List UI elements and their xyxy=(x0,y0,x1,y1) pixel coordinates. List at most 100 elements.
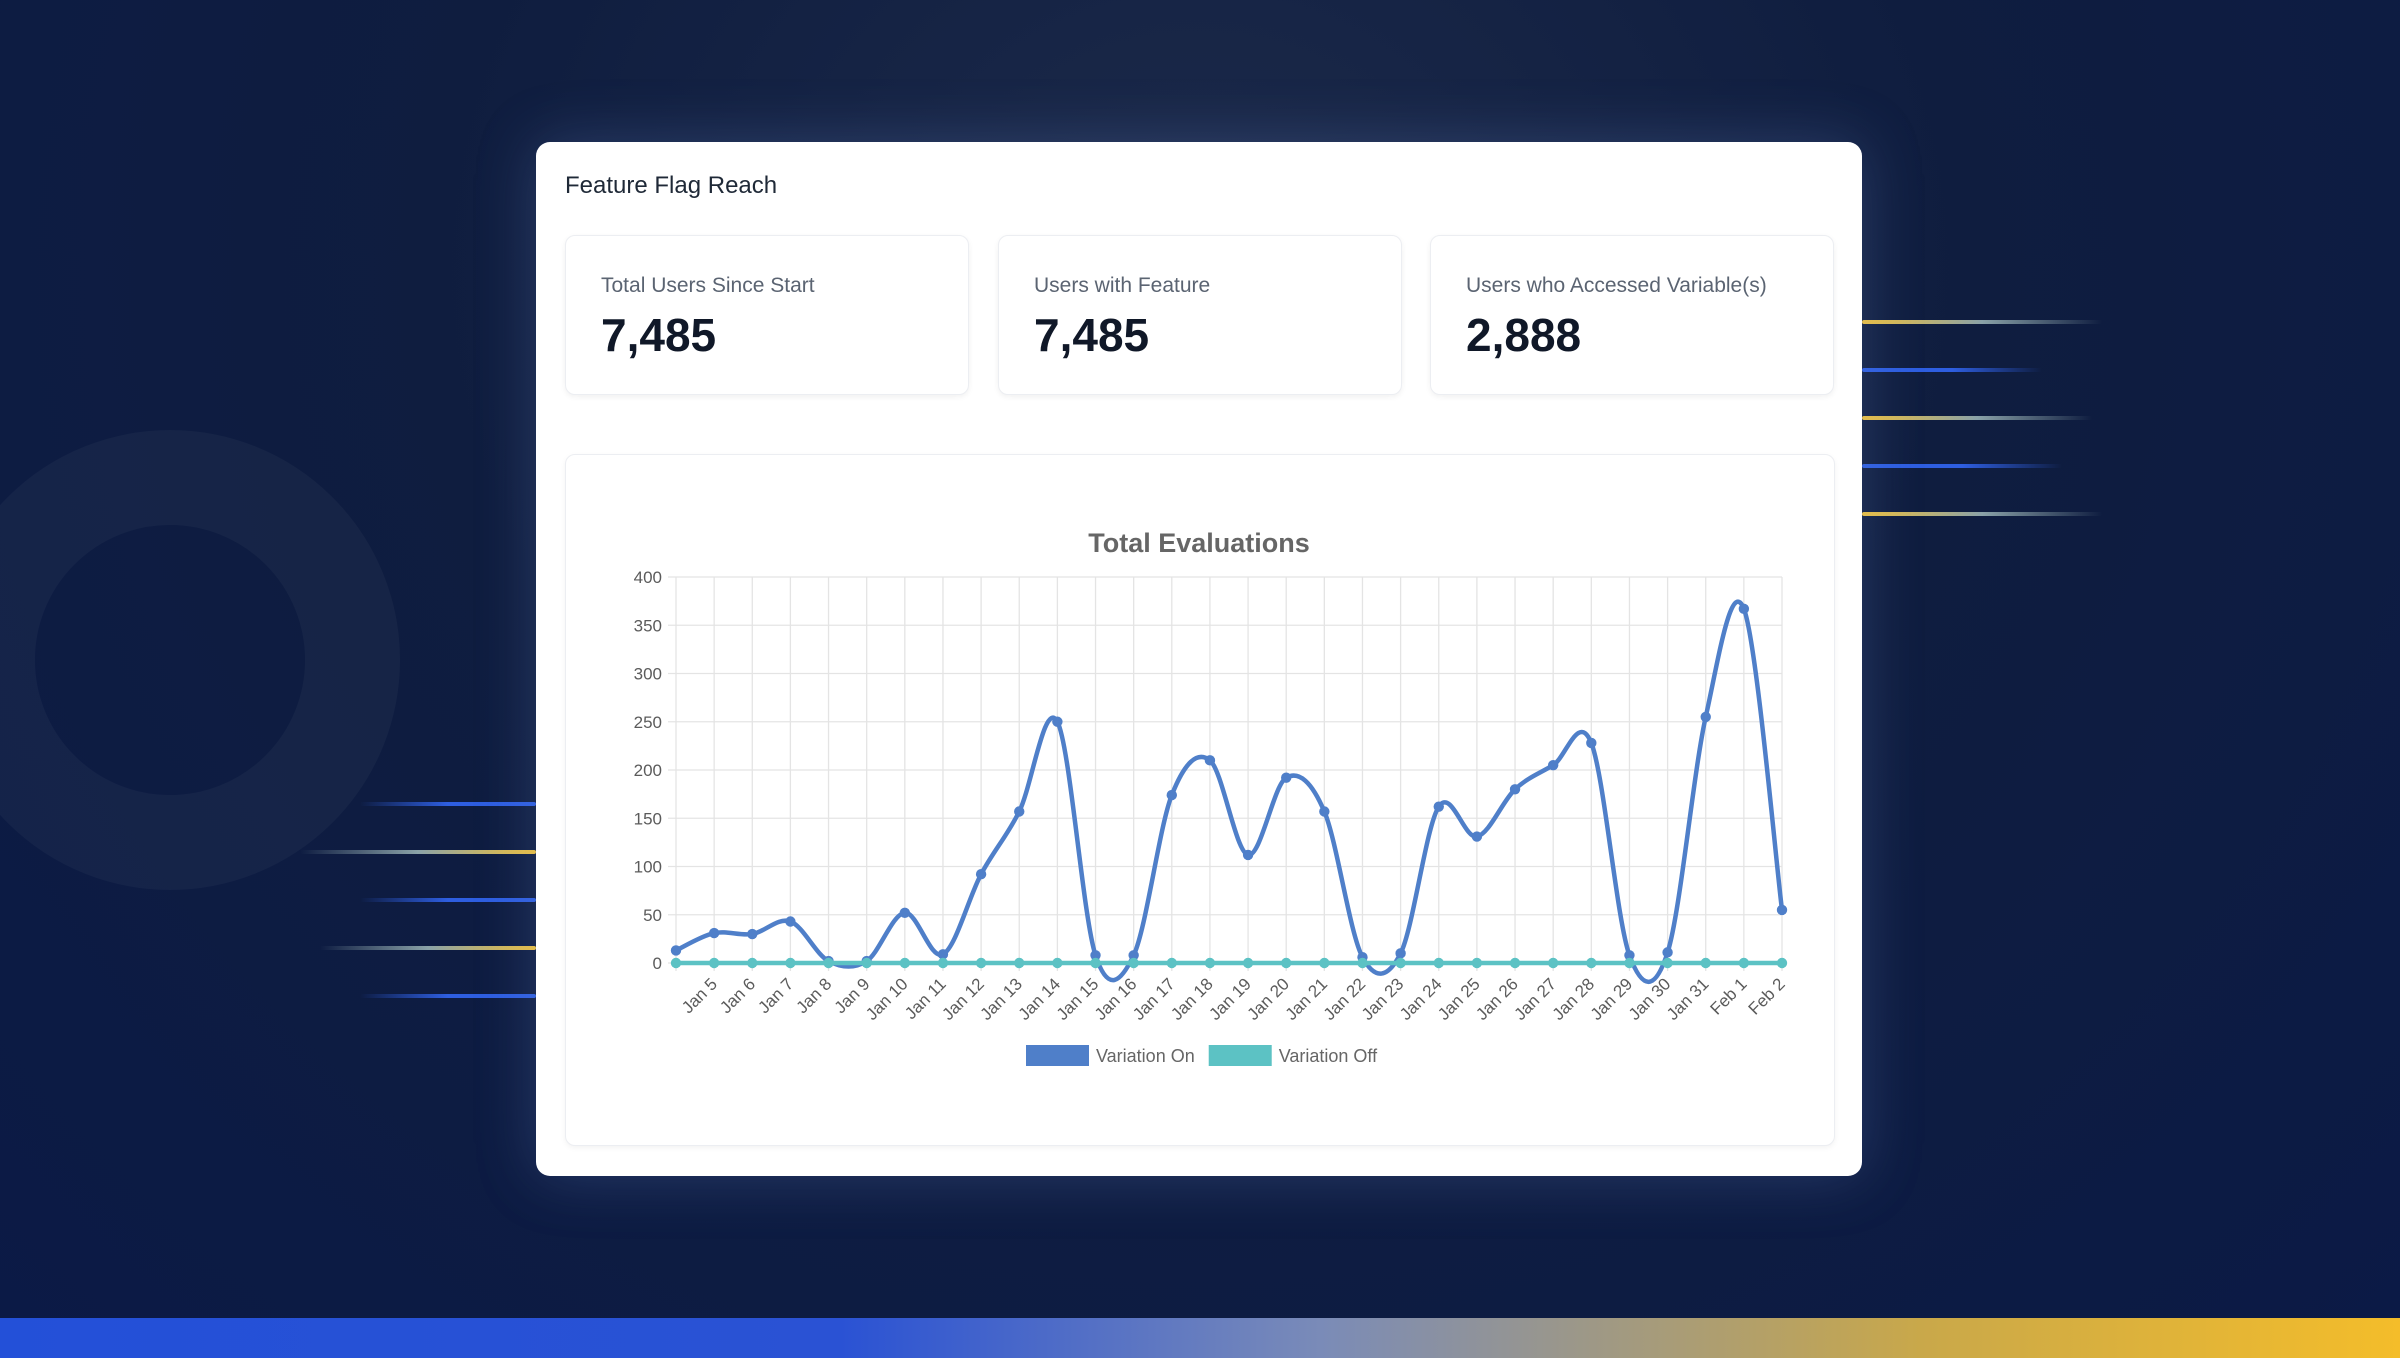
data-point-variation-off xyxy=(861,957,872,969)
data-point-variation-on xyxy=(1547,759,1559,771)
x-tick-label: Jan 10 xyxy=(862,974,912,1024)
x-tick-label: Jan 8 xyxy=(793,974,836,1017)
x-tick-label: Jan 17 xyxy=(1129,974,1179,1024)
y-tick-label: 200 xyxy=(634,761,662,780)
data-point-variation-off xyxy=(708,957,720,969)
legend-label-variation-on: Variation On xyxy=(1096,1046,1195,1066)
chart-legend: Variation On Variation Off xyxy=(1026,1045,1378,1066)
data-point-variation-on xyxy=(937,949,949,960)
legend-swatch-variation-on xyxy=(1026,1045,1089,1066)
data-point-variation-off xyxy=(937,957,949,969)
data-point-variation-on xyxy=(1052,716,1063,727)
x-tick-label: Jan 28 xyxy=(1549,974,1599,1024)
total-evaluations-chart: Total Evaluations 0 50 100 150 200 250 300 350 4… xyxy=(634,528,1789,1066)
data-point-variation-on xyxy=(1281,772,1292,783)
x-tick-label: Jan 19 xyxy=(1205,974,1255,1024)
data-point-variation-on xyxy=(1128,950,1139,961)
stat-label: Users with Feature xyxy=(1034,274,1211,297)
x-tick-label: Jan 18 xyxy=(1167,974,1217,1024)
y-tick-label: 350 xyxy=(634,616,662,635)
data-point-variation-off xyxy=(1281,957,1292,969)
background-stripe xyxy=(320,946,536,950)
data-point-variation-on xyxy=(899,907,911,919)
data-point-variation-off xyxy=(1014,957,1025,969)
x-tick-label: Jan 20 xyxy=(1244,974,1294,1024)
data-point-variation-on xyxy=(1738,603,1750,615)
series-line-variation-on xyxy=(675,599,1785,984)
x-tick-label: Jan 6 xyxy=(716,974,759,1017)
x-tick-label: Jan 22 xyxy=(1320,974,1370,1024)
data-point-variation-off xyxy=(1586,957,1597,969)
data-point-variation-on xyxy=(1014,806,1025,817)
x-tick-label: Jan 23 xyxy=(1358,974,1408,1024)
bottom-gradient-bar xyxy=(0,1318,2400,1358)
stat-value: 7,485 xyxy=(601,309,717,361)
data-point-variation-on xyxy=(747,928,758,940)
y-tick-label: 0 xyxy=(653,954,662,973)
page-title: Feature Flag Reach xyxy=(565,172,778,199)
data-point-variation-on xyxy=(1471,831,1483,842)
background-stripe xyxy=(300,850,536,854)
x-tick-label: Feb 1 xyxy=(1707,974,1751,1018)
data-point-variation-off xyxy=(1204,957,1216,969)
data-point-variation-on xyxy=(1204,755,1216,766)
data-point-variation-off xyxy=(1738,957,1750,969)
data-point-variation-off xyxy=(899,957,911,969)
data-point-variation-on xyxy=(1433,801,1444,812)
x-tick-label: Jan 7 xyxy=(754,974,797,1017)
x-tick-label: Jan 13 xyxy=(977,974,1027,1024)
stat-label: Users who Accessed Variable(s) xyxy=(1466,274,1767,297)
data-point-variation-off xyxy=(670,957,682,969)
chart-series xyxy=(670,599,1788,984)
x-tick-label: Jan 29 xyxy=(1587,974,1637,1024)
data-point-variation-off xyxy=(1319,957,1330,969)
y-tick-label: 300 xyxy=(634,665,662,684)
background-stripe xyxy=(360,994,536,998)
x-tick-label: Jan 25 xyxy=(1434,974,1484,1024)
y-tick-label: 50 xyxy=(643,906,662,925)
background-stripe xyxy=(1862,320,2102,324)
data-point-variation-off xyxy=(1090,957,1101,969)
x-tick-label: Jan 5 xyxy=(678,974,721,1017)
x-tick-label: Jan 15 xyxy=(1053,974,1103,1024)
data-point-variation-off xyxy=(1624,957,1635,969)
data-point-variation-off xyxy=(1433,957,1444,969)
data-point-variation-on xyxy=(1166,789,1177,801)
data-point-variation-on xyxy=(1395,948,1406,959)
data-point-variation-off xyxy=(1052,957,1063,969)
background-ring xyxy=(0,430,400,890)
background-stripe xyxy=(1862,368,2042,372)
data-point-variation-on xyxy=(1242,849,1254,861)
data-point-variation-off xyxy=(1395,957,1406,969)
x-tick-label: Jan 27 xyxy=(1510,974,1560,1024)
background-stripe xyxy=(1862,512,2102,516)
data-point-variation-on xyxy=(1090,950,1101,961)
chart-panel: Total Evaluations 0 50 100 150 200 250 300 350 4… xyxy=(565,454,1835,1146)
data-point-variation-off xyxy=(785,957,796,969)
background-stripe xyxy=(1862,464,2062,468)
chart-grid xyxy=(668,576,1783,971)
x-tick-label: Jan 26 xyxy=(1472,974,1522,1024)
data-point-variation-on xyxy=(1586,737,1597,749)
y-tick-label: 150 xyxy=(634,809,662,828)
data-point-variation-off xyxy=(1700,957,1711,969)
data-point-variation-off xyxy=(975,957,987,969)
chart-title: Total Evaluations xyxy=(1088,528,1310,558)
background-stripe xyxy=(360,898,536,902)
data-point-variation-on xyxy=(1700,711,1711,723)
data-point-variation-on xyxy=(670,945,682,956)
y-tick-label: 250 xyxy=(634,713,662,732)
data-point-variation-off xyxy=(1509,957,1521,969)
y-tick-label: 100 xyxy=(634,858,662,877)
data-point-variation-off xyxy=(1776,957,1788,969)
data-point-variation-on xyxy=(1624,950,1635,961)
y-tick-label: 400 xyxy=(634,568,662,587)
x-tick-label: Jan 24 xyxy=(1396,974,1446,1024)
stat-label: Total Users Since Start xyxy=(601,274,815,297)
legend-label-variation-off: Variation Off xyxy=(1279,1046,1378,1066)
y-axis-ticks: 0 50 100 150 200 250 300 350 400 xyxy=(634,568,662,973)
data-point-variation-off xyxy=(1547,957,1559,969)
stat-card-users-accessed-variables: Users who Accessed Variable(s) 2,888 xyxy=(1430,235,1834,395)
data-point-variation-off xyxy=(1166,957,1177,969)
